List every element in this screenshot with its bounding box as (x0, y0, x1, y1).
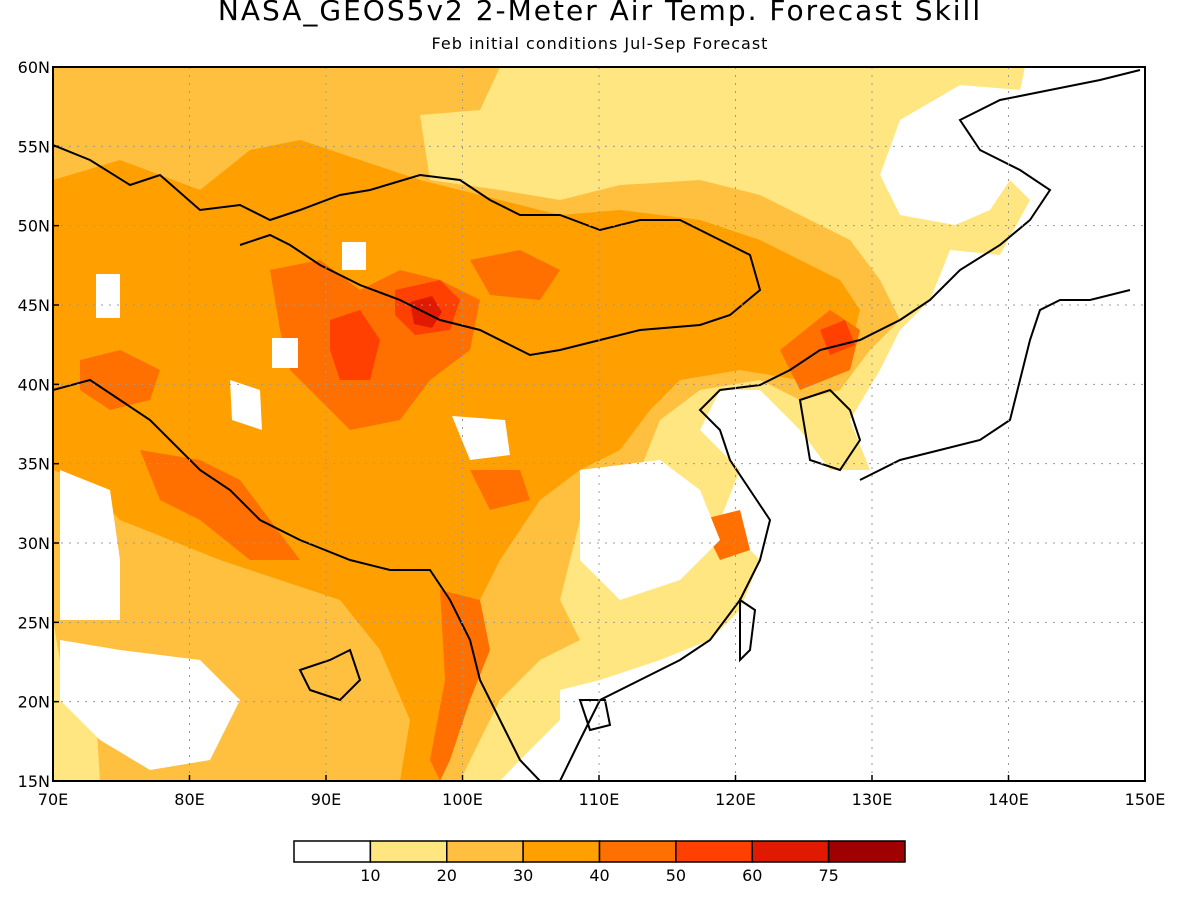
colorbar-label: 60 (742, 866, 762, 885)
lat-tick-label: 35N (18, 455, 50, 474)
colorbar-swatch (369, 840, 448, 863)
lon-tick-label: 70E (38, 790, 68, 809)
colorbar-swatch (446, 840, 524, 863)
map-title: NASA_GEOS5v2 2-Meter Air Temp. Forecast … (217, 0, 983, 27)
lon-tick-label: 110E (579, 790, 620, 809)
colorbar-swatch (522, 840, 601, 863)
lat-tick-label: 20N (18, 693, 50, 712)
skill-region-30-40 (53, 140, 860, 781)
lat-tick-label: 45N (18, 296, 50, 315)
colorbar-label: 20 (437, 866, 457, 885)
lon-tick-label: 80E (174, 790, 204, 809)
skill-region-below-10 (60, 242, 720, 770)
lat-tick-label: 50N (18, 217, 50, 236)
colorbar-swatch (827, 840, 906, 863)
skill-field (53, 67, 1145, 781)
lon-tick-label: 150E (1125, 790, 1166, 809)
lat-tick-label: 15N (18, 772, 50, 791)
colorbar-swatch (751, 840, 830, 863)
lon-tick-label: 120E (715, 790, 756, 809)
lat-tick-label: 25N (18, 613, 50, 632)
map-subtitle: Feb initial conditions Jul-Sep Forecast (431, 34, 769, 53)
colorbar-label: 50 (666, 866, 686, 885)
axis-tick-labels: 70E 80E 90E 100E 110E 120E 130E 140E 150E 15N 20N 2… (18, 58, 1166, 809)
lon-tick-label: 130E (852, 790, 893, 809)
colorbar-swatch (293, 840, 372, 863)
lon-tick-label: 140E (988, 790, 1029, 809)
lat-tick-label: 40N (18, 375, 50, 394)
plot-frame (52, 66, 1146, 782)
lon-tick-label: 90E (311, 790, 341, 809)
colorbar-swatch (675, 840, 753, 863)
colorbar-label: 10 (360, 866, 380, 885)
lat-tick-label: 55N (18, 137, 50, 156)
lon-tick-label: 100E (442, 790, 483, 809)
coastlines-borders (53, 69, 1141, 781)
colorbar-label: 40 (589, 866, 609, 885)
colorbar-label: 30 (513, 866, 533, 885)
lat-tick-label: 60N (18, 58, 50, 77)
colorbar-swatch (598, 840, 677, 863)
colorbar: 10 20 30 40 50 60 75 (293, 840, 906, 885)
colorbar-label: 75 (818, 866, 838, 885)
lat-tick-label: 30N (18, 534, 50, 553)
